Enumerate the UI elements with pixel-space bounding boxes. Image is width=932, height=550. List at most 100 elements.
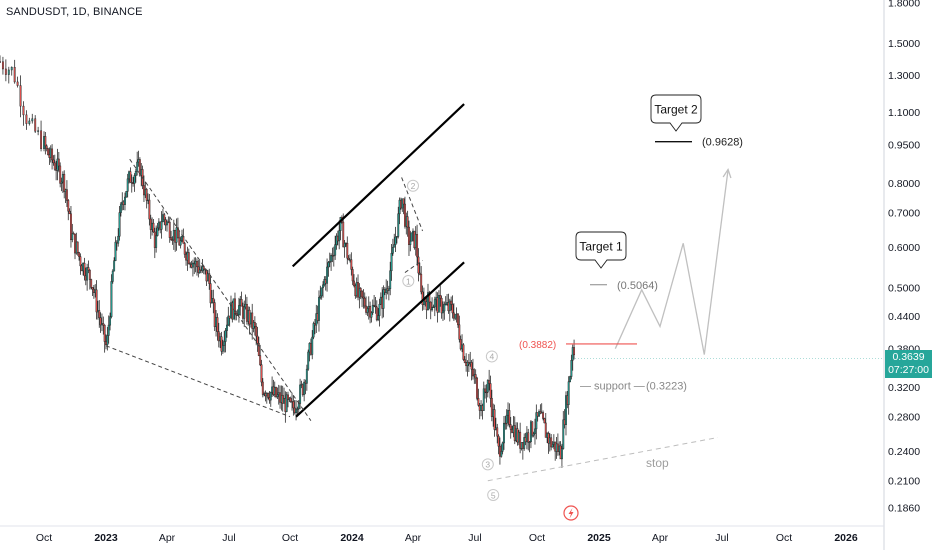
candle-body bbox=[432, 306, 435, 308]
candle-body bbox=[532, 433, 535, 436]
candle bbox=[126, 173, 129, 198]
candle-body bbox=[145, 189, 148, 201]
candle bbox=[45, 144, 48, 152]
wave-label: 2 bbox=[407, 179, 419, 192]
stop-label: stop bbox=[646, 456, 669, 470]
price-tick-label: 1.1000 bbox=[888, 107, 920, 119]
candle bbox=[543, 417, 546, 424]
candle-body bbox=[52, 159, 55, 164]
candle-body bbox=[10, 66, 13, 71]
candle-body bbox=[129, 171, 132, 183]
candle bbox=[209, 275, 212, 308]
candle-body bbox=[98, 310, 101, 318]
candle bbox=[334, 235, 337, 260]
candle-body bbox=[385, 288, 388, 293]
candle-body bbox=[102, 323, 105, 326]
candle-body bbox=[76, 241, 79, 253]
candle bbox=[454, 314, 457, 321]
candle bbox=[292, 395, 295, 416]
candle-body bbox=[457, 313, 459, 326]
candle bbox=[223, 330, 226, 353]
candle bbox=[133, 173, 136, 192]
candle-body bbox=[0, 61, 1, 63]
candle-body bbox=[70, 213, 72, 240]
candle bbox=[305, 364, 308, 391]
projection-arrow-head bbox=[722, 167, 732, 179]
candle-body bbox=[346, 242, 349, 259]
candle bbox=[295, 400, 298, 421]
candle-body bbox=[109, 316, 112, 326]
candle-body bbox=[404, 203, 406, 227]
candle-body bbox=[235, 313, 238, 316]
candle-body bbox=[220, 336, 223, 352]
time-tick-label: 2025 bbox=[587, 532, 611, 544]
dashed-trendline bbox=[401, 177, 424, 232]
candle bbox=[542, 410, 545, 421]
candle bbox=[40, 120, 43, 152]
candle-body bbox=[361, 290, 364, 298]
wave-label-circle bbox=[402, 275, 415, 288]
candle-body bbox=[562, 419, 565, 449]
candle-body bbox=[198, 269, 201, 273]
support-label: — support — bbox=[580, 380, 645, 392]
candle-body bbox=[463, 359, 466, 363]
candle-body bbox=[490, 397, 493, 417]
price-tick-label: 1.5000 bbox=[888, 38, 920, 50]
candle bbox=[117, 228, 120, 247]
candle-body bbox=[19, 85, 22, 107]
candle bbox=[408, 220, 410, 257]
price-tick-label: 0.1860 bbox=[888, 503, 920, 515]
candle-body bbox=[187, 252, 190, 264]
candle-body bbox=[57, 158, 60, 167]
candle bbox=[378, 298, 381, 327]
candle-body bbox=[91, 287, 94, 290]
candle-body bbox=[476, 377, 478, 399]
target2-value: (0.9628) bbox=[702, 137, 743, 149]
candle bbox=[482, 381, 485, 411]
candle bbox=[391, 238, 394, 256]
candle bbox=[417, 248, 420, 282]
candle-body bbox=[299, 384, 302, 404]
candle bbox=[235, 310, 238, 321]
candle bbox=[350, 252, 353, 276]
candle-body bbox=[285, 394, 288, 412]
candle bbox=[472, 358, 474, 380]
candle-body bbox=[528, 441, 531, 443]
candle bbox=[523, 433, 526, 451]
candle-body bbox=[369, 305, 372, 318]
candle bbox=[363, 292, 366, 309]
candle-body bbox=[462, 344, 465, 360]
candle-body bbox=[439, 295, 442, 299]
wave-label: 4 bbox=[485, 350, 498, 363]
target1-callout-text: Target 1 bbox=[579, 240, 623, 254]
candle bbox=[196, 258, 198, 276]
candle-body bbox=[437, 295, 440, 313]
candle bbox=[259, 344, 262, 366]
candle-body bbox=[99, 317, 102, 326]
wave-label-circle bbox=[407, 179, 419, 192]
target1-callout-box bbox=[575, 231, 627, 269]
candle bbox=[285, 391, 288, 413]
dashed-trendline bbox=[105, 345, 291, 418]
candle-body bbox=[493, 409, 496, 430]
candle-body bbox=[366, 308, 369, 313]
candle-body bbox=[163, 214, 166, 221]
candle bbox=[213, 299, 216, 332]
candle bbox=[216, 313, 219, 341]
candle-body bbox=[227, 315, 230, 326]
candle-body bbox=[535, 412, 538, 430]
candle-body bbox=[485, 391, 488, 394]
candle bbox=[470, 359, 473, 381]
candle-body bbox=[440, 297, 443, 314]
candle bbox=[474, 369, 477, 384]
candle bbox=[505, 409, 508, 430]
wave-label: 3 bbox=[481, 458, 494, 471]
candle bbox=[237, 297, 240, 323]
time-axis: Oct 2023 Apr Jul Oct 2024 Apr Jul Oct 2025 Apr Jul O… bbox=[0, 525, 884, 544]
candle-body bbox=[260, 364, 263, 383]
candle bbox=[160, 211, 163, 239]
candle bbox=[202, 265, 205, 275]
wave-label-text: 5 bbox=[491, 490, 496, 500]
candle-body bbox=[90, 279, 93, 288]
